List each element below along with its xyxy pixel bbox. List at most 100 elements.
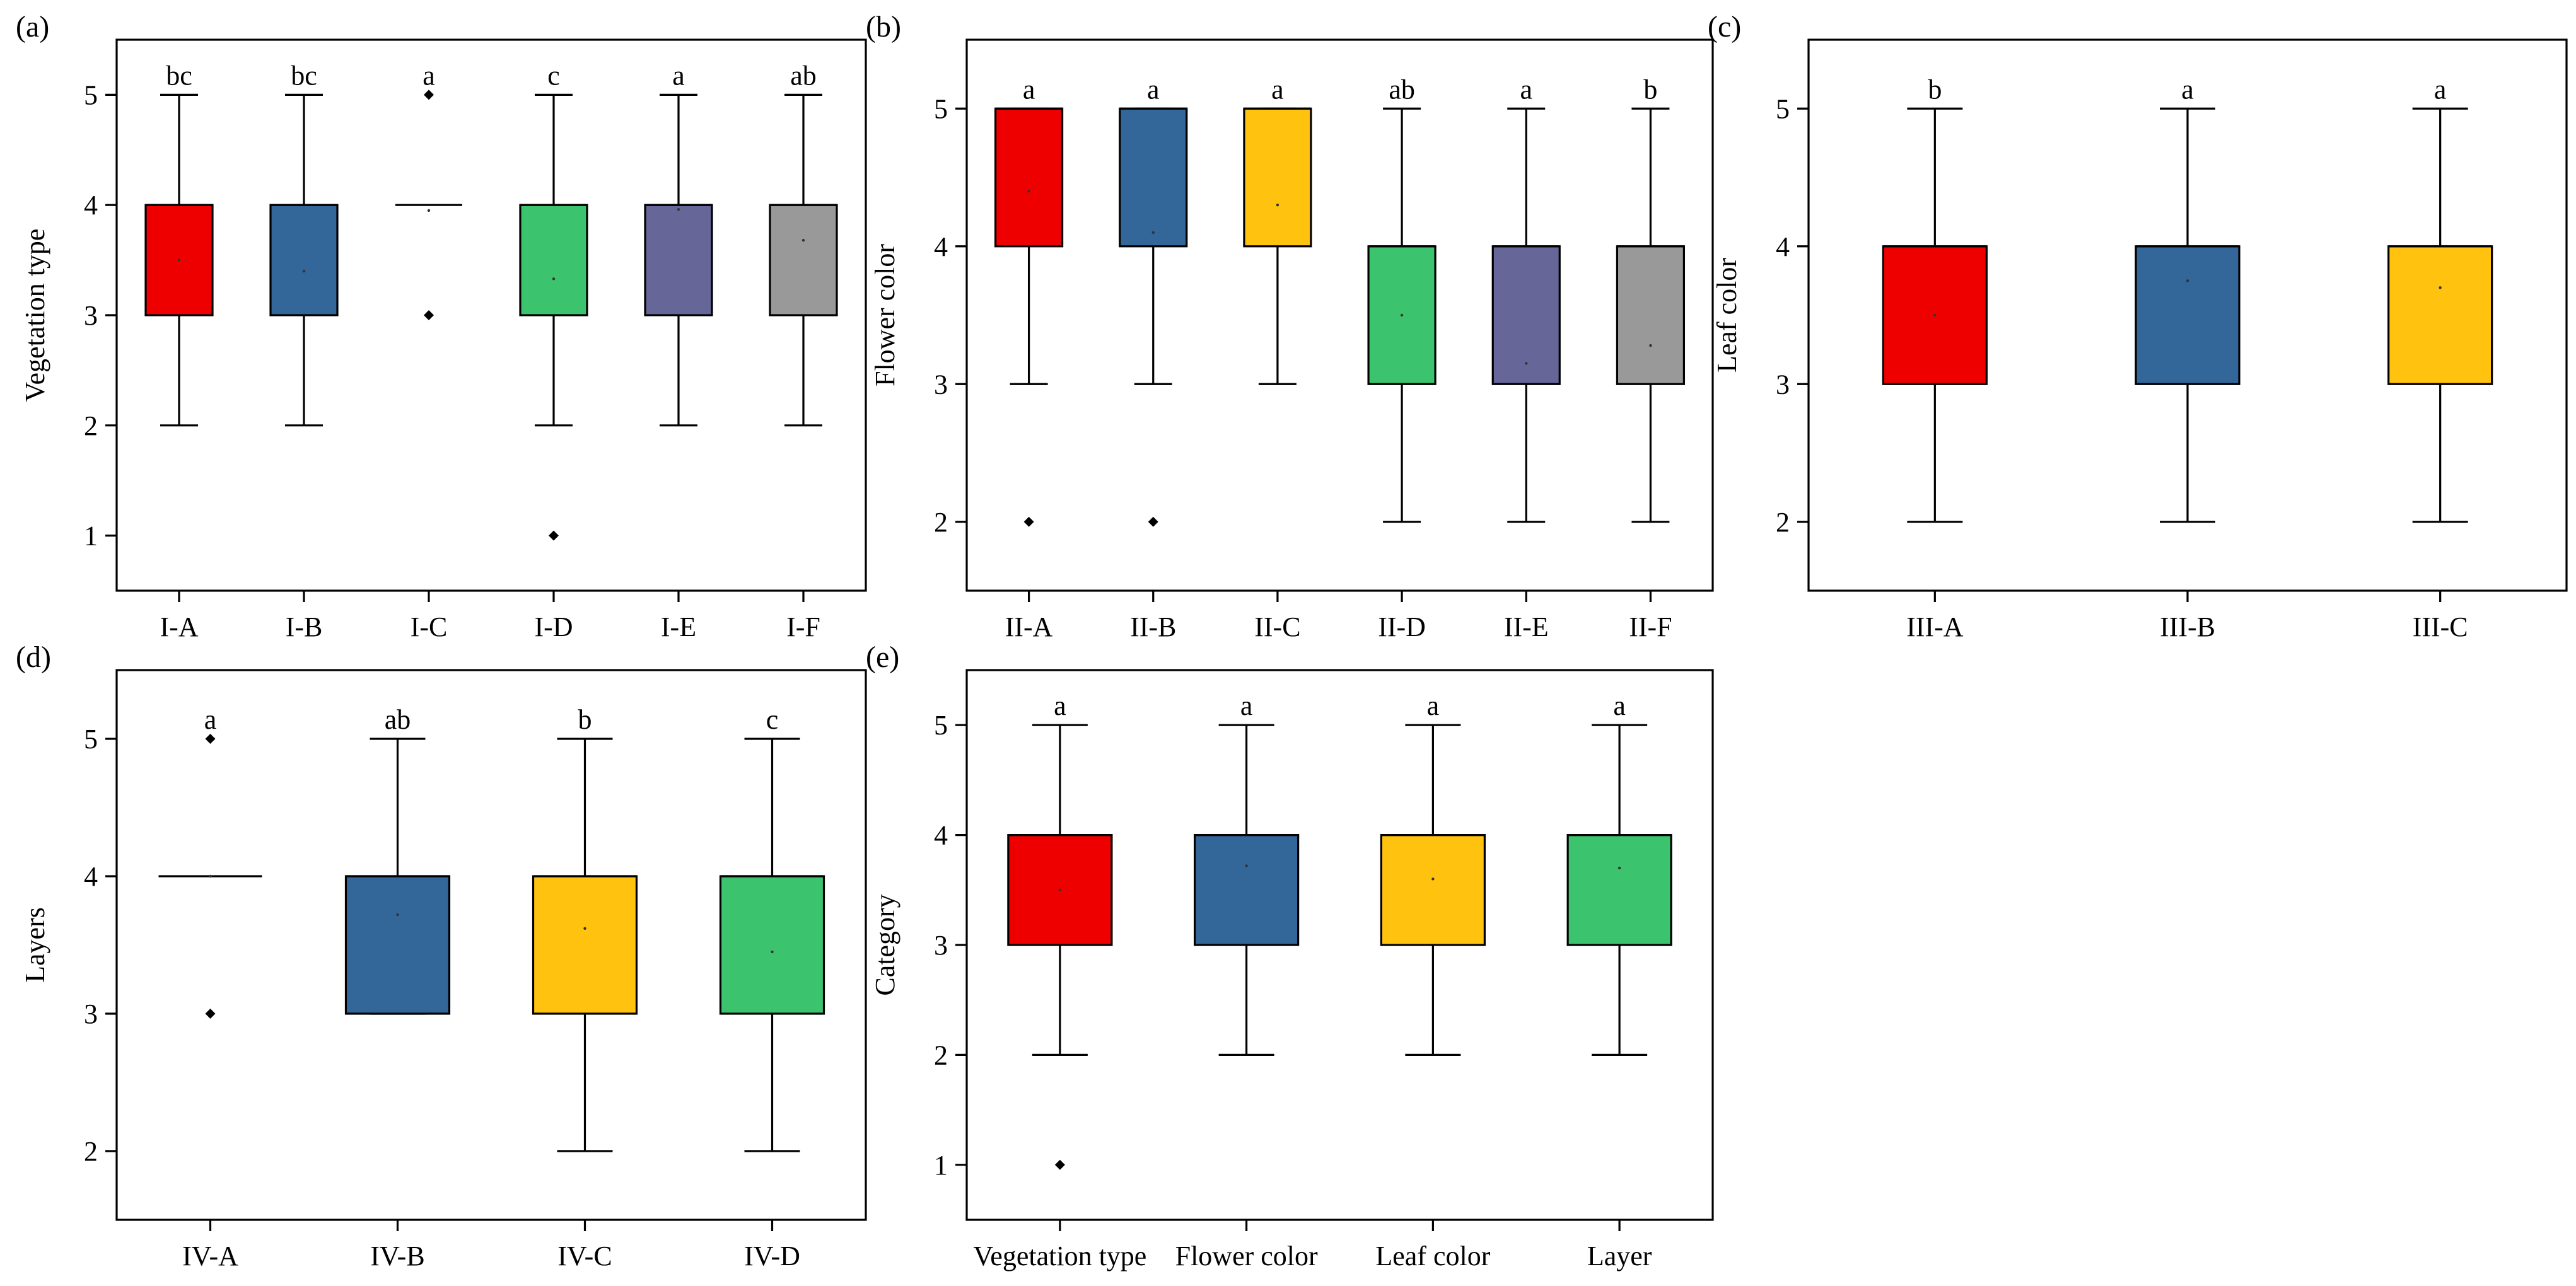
y-axis-title: Leaf color <box>1711 258 1742 373</box>
y-tick-label: 4 <box>84 190 98 221</box>
box-body <box>1566 833 1672 946</box>
box-Flower color: a <box>1194 690 1300 1057</box>
x-tick-label: II-C <box>1254 611 1300 642</box>
panel-label: (a) <box>16 10 49 43</box>
y-tick-label: 4 <box>934 820 948 851</box>
plot-frame <box>115 38 867 592</box>
x-tick-label: I-C <box>411 611 448 642</box>
x-tick-label: III-B <box>2160 611 2215 642</box>
box-II-F: b <box>1616 74 1686 523</box>
box-body <box>269 204 339 316</box>
box-I-C: a <box>395 60 462 320</box>
x-tick-label: II-B <box>1130 611 1176 642</box>
box-Vegetation type: a <box>1007 690 1113 1170</box>
mean-marker <box>1649 344 1652 347</box>
significance-letter: a <box>1271 74 1284 105</box>
box-II-B: a <box>1119 74 1188 527</box>
x-tick-label: Leaf color <box>1375 1241 1490 1272</box>
box-body <box>519 204 588 316</box>
significance-letter: bc <box>291 60 317 91</box>
box-body <box>1380 833 1486 946</box>
significance-letter: b <box>1643 74 1657 105</box>
chart-panel-5: (e) Category 1 2 3 4 5 Vegetation type Flower co… <box>866 640 1714 1272</box>
significance-letter: bc <box>166 60 192 91</box>
panel-label: (c) <box>1708 10 1741 43</box>
x-tick-label: III-A <box>1906 611 1964 642</box>
significance-letter: a <box>1613 690 1626 721</box>
significance-letter: b <box>1928 74 1942 105</box>
chart-panel-4: (d) Layers 2 3 4 5 IV-A IV-B IV-C IV-D a ab b c <box>16 640 867 1272</box>
mean-marker <box>1027 190 1030 193</box>
x-tick-label: II-E <box>1504 611 1549 642</box>
chart-panel-2: (b) Flower color 2 3 4 5 II-A II-B II-C II-D II-E I… <box>866 10 1714 642</box>
x-tick-label: IV-C <box>557 1241 612 1272</box>
panel-label: (d) <box>16 640 51 674</box>
box-III-C: a <box>2387 74 2493 523</box>
x-tick-label: II-A <box>1005 611 1053 642</box>
box-I-A: bc <box>144 60 214 427</box>
significance-letter: a <box>1427 690 1440 721</box>
plot-frame <box>965 38 1714 592</box>
significance-letter: ab <box>790 60 817 91</box>
significance-letter: a <box>204 704 217 735</box>
y-axis-title: Category <box>870 894 900 995</box>
significance-letter: a <box>1520 74 1532 105</box>
box-body <box>2387 245 2493 385</box>
x-tick-label: I-F <box>786 611 820 642</box>
y-tick-label: 4 <box>84 861 98 892</box>
box-Layer: a <box>1566 690 1672 1057</box>
mean-marker <box>427 209 431 212</box>
outlier-marker <box>1054 1159 1065 1170</box>
mean-marker <box>1400 313 1404 317</box>
mean-marker <box>677 207 680 211</box>
x-tick-label: Layer <box>1587 1241 1652 1272</box>
x-tick-label: I-B <box>286 611 323 642</box>
box-body <box>644 204 713 316</box>
x-tick-label: II-D <box>1378 611 1426 642</box>
box-III-A: b <box>1882 74 1988 523</box>
x-tick-label: IV-B <box>370 1241 424 1272</box>
x-tick-label: Vegetation type <box>973 1241 1146 1272</box>
box-III-B: a <box>2135 74 2241 523</box>
y-tick-label: 5 <box>934 710 948 741</box>
x-tick-label: I-D <box>534 611 573 642</box>
x-tick-label: IV-D <box>744 1241 800 1272</box>
box-IV-C: b <box>532 704 638 1152</box>
mean-marker <box>552 277 556 281</box>
significance-letter: a <box>423 60 435 91</box>
box-body <box>532 875 638 1015</box>
outlier-marker <box>205 734 216 744</box>
box-I-F: ab <box>769 60 838 427</box>
box-I-B: bc <box>269 60 339 427</box>
significance-letter: a <box>2181 74 2194 105</box>
x-tick-label: I-A <box>160 611 198 642</box>
mean-marker <box>1525 362 1528 365</box>
mean-marker <box>1151 231 1155 235</box>
x-tick-label: III-C <box>2413 611 2468 642</box>
mean-marker <box>209 874 212 878</box>
outlier-marker <box>1023 516 1034 527</box>
box-I-E: a <box>644 60 713 427</box>
y-tick-label: 3 <box>1776 369 1790 400</box>
significance-letter: a <box>1147 74 1160 105</box>
mean-marker <box>1245 864 1248 867</box>
box-body <box>2135 245 2241 385</box>
y-axis-title: Vegetation type <box>20 229 50 402</box>
significance-letter: b <box>578 704 592 735</box>
y-tick-label: 3 <box>84 300 98 331</box>
panel-label: (e) <box>866 640 899 674</box>
y-tick-label: 5 <box>934 93 948 124</box>
y-tick-label: 3 <box>934 930 948 961</box>
mean-marker <box>801 238 805 242</box>
panel-label: (b) <box>866 10 901 43</box>
y-tick-label: 5 <box>84 724 98 755</box>
box-body <box>1243 107 1312 248</box>
box-II-D: ab <box>1367 74 1437 523</box>
outlier-marker <box>205 1009 216 1019</box>
box-IV-B: ab <box>344 704 451 1015</box>
plot-frame <box>115 669 867 1221</box>
y-tick-label: 5 <box>1776 93 1790 124</box>
outlier-marker <box>424 310 434 320</box>
box-body <box>719 875 825 1015</box>
